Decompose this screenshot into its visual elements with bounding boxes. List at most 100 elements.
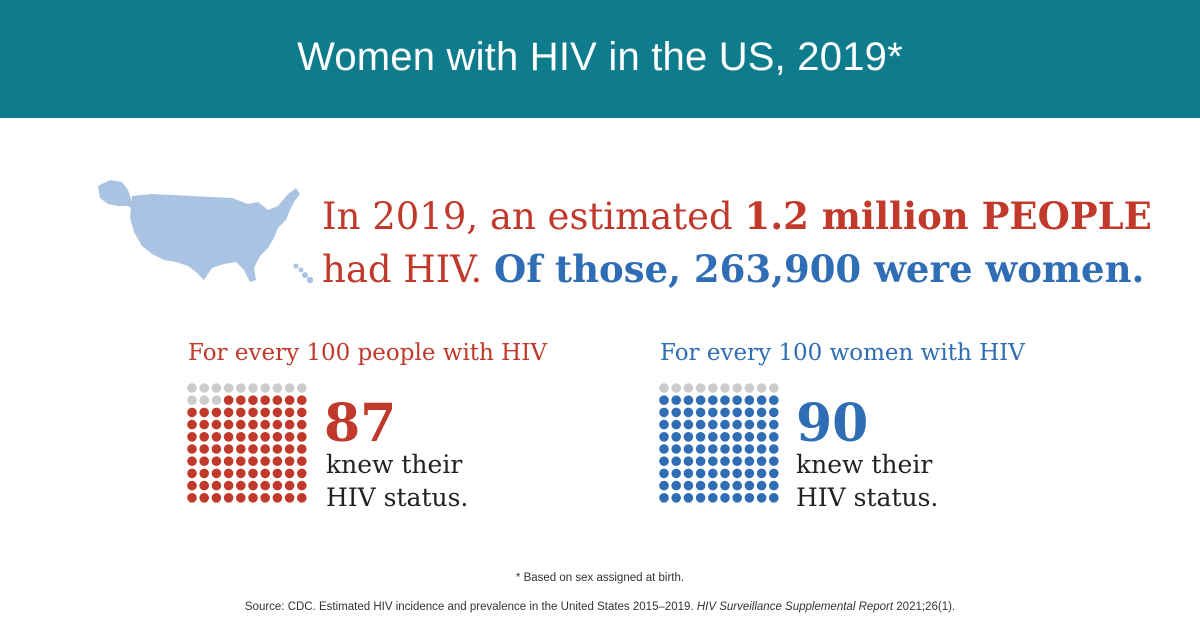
header-banner: Women with HIV in the US, 2019* xyxy=(0,0,1200,118)
source-tail: 2021;26(1). xyxy=(893,601,956,613)
dot-knew-status xyxy=(223,407,234,418)
headline-highlight-people: 1.2 million PEOPLE xyxy=(744,194,1152,238)
dot-knew-status xyxy=(297,419,307,430)
dot-knew-status xyxy=(744,444,755,454)
dot-knew-status xyxy=(695,395,706,405)
dot-knew-status xyxy=(695,419,706,430)
dot-knew-status xyxy=(769,407,779,418)
dot-knew-status xyxy=(248,468,258,479)
dot-knew-status xyxy=(683,468,694,479)
women-knew-number: 90 xyxy=(796,393,869,454)
dot-unaware xyxy=(683,383,694,393)
dot-knew-status xyxy=(199,493,209,503)
dot-knew-status xyxy=(744,456,755,466)
dot-knew-status xyxy=(187,480,197,491)
dot-unaware xyxy=(732,383,742,393)
dot-knew-status xyxy=(671,444,681,454)
dot-knew-status xyxy=(236,493,246,503)
dot-knew-status xyxy=(297,432,307,442)
dot-knew-status xyxy=(284,444,295,454)
dot-knew-status xyxy=(744,407,755,418)
dot-knew-status xyxy=(260,444,270,454)
women-dot-grid xyxy=(659,383,779,503)
dot-knew-status xyxy=(284,407,295,418)
dot-knew-status xyxy=(297,468,307,479)
dot-unaware xyxy=(187,383,197,393)
dot-unaware xyxy=(199,395,209,405)
dot-knew-status xyxy=(732,407,742,418)
dot-knew-status xyxy=(708,468,718,479)
dot-knew-status xyxy=(756,395,767,405)
dot-knew-status xyxy=(284,468,295,479)
dot-knew-status xyxy=(260,456,270,466)
dot-knew-status xyxy=(756,480,767,491)
dot-knew-status xyxy=(223,468,234,479)
dot-knew-status xyxy=(211,480,222,491)
dot-knew-status xyxy=(720,432,730,442)
people-caption-line-2: HIV status. xyxy=(326,483,469,512)
dot-knew-status xyxy=(708,432,718,442)
dot-unaware xyxy=(756,383,767,393)
dot-knew-status xyxy=(223,456,234,466)
dot-knew-status xyxy=(744,468,755,479)
dot-knew-status xyxy=(720,456,730,466)
dot-unaware xyxy=(260,383,270,393)
dot-knew-status xyxy=(223,419,234,430)
dot-knew-status xyxy=(695,432,706,442)
dot-knew-status xyxy=(187,444,197,454)
dot-knew-status xyxy=(659,468,669,479)
dot-knew-status xyxy=(260,493,270,503)
dot-knew-status xyxy=(756,493,767,503)
dot-knew-status xyxy=(671,419,681,430)
dot-knew-status xyxy=(769,456,779,466)
dot-knew-status xyxy=(236,432,246,442)
dot-knew-status xyxy=(695,444,706,454)
dot-knew-status xyxy=(248,432,258,442)
dot-knew-status xyxy=(260,419,270,430)
dot-knew-status xyxy=(248,419,258,430)
dot-knew-status xyxy=(248,493,258,503)
dot-unaware xyxy=(187,395,197,405)
dot-knew-status xyxy=(284,419,295,430)
dot-knew-status xyxy=(187,456,197,466)
dot-knew-status xyxy=(260,432,270,442)
dot-knew-status xyxy=(732,468,742,479)
dot-knew-status xyxy=(732,432,742,442)
dot-knew-status xyxy=(272,395,283,405)
dot-knew-status xyxy=(671,480,681,491)
dot-knew-status xyxy=(211,444,222,454)
dot-unaware xyxy=(297,383,307,393)
dot-knew-status xyxy=(260,480,270,491)
dot-knew-status xyxy=(659,456,669,466)
dot-knew-status xyxy=(720,444,730,454)
dot-knew-status xyxy=(272,493,283,503)
dot-knew-status xyxy=(683,395,694,405)
dot-knew-status xyxy=(272,456,283,466)
dot-knew-status xyxy=(769,432,779,442)
dot-knew-status xyxy=(744,432,755,442)
dot-knew-status xyxy=(248,407,258,418)
dot-knew-status xyxy=(683,444,694,454)
dot-knew-status xyxy=(683,493,694,503)
women-caption-line-1: knew their xyxy=(796,450,933,479)
dot-knew-status xyxy=(769,468,779,479)
people-knew-number: 87 xyxy=(324,393,397,454)
dot-knew-status xyxy=(236,395,246,405)
dot-knew-status xyxy=(671,468,681,479)
dot-knew-status xyxy=(708,395,718,405)
headline-text-2: had HIV. xyxy=(322,248,494,291)
dot-knew-status xyxy=(659,480,669,491)
dot-knew-status xyxy=(708,407,718,418)
dot-knew-status xyxy=(756,468,767,479)
dot-knew-status xyxy=(199,407,209,418)
dot-knew-status xyxy=(695,493,706,503)
dot-knew-status xyxy=(671,395,681,405)
dot-knew-status xyxy=(708,493,718,503)
dot-knew-status xyxy=(199,432,209,442)
dot-knew-status xyxy=(211,456,222,466)
people-dot-grid xyxy=(187,383,307,503)
headline-line-1: In 2019, an estimated 1.2 million PEOPLE xyxy=(322,190,1182,243)
dot-knew-status xyxy=(720,468,730,479)
us-map-icon xyxy=(98,180,314,284)
dot-knew-status xyxy=(756,432,767,442)
